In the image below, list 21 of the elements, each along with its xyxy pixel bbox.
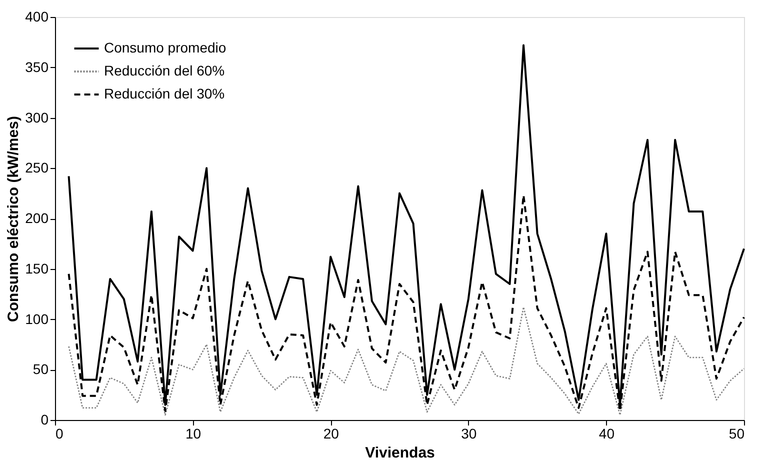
y-tick-label: 100 (25, 310, 49, 327)
legend-label: Reducción del 60% (104, 62, 225, 78)
x-axis-title: Viviendas (365, 444, 435, 462)
x-tick-label: 40 (598, 426, 615, 442)
y-tick-label: 200 (25, 210, 49, 226)
y-tick-label: 0 (40, 412, 49, 428)
x-tick-label: 30 (461, 426, 477, 442)
line-series (68, 306, 745, 416)
y-tick-label: 250 (25, 160, 49, 176)
y-tick-label: 150 (25, 260, 49, 276)
y-tick-label: 300 (25, 109, 49, 126)
y-tick-label: 350 (25, 58, 49, 75)
x-tick-label: 20 (323, 426, 340, 442)
y-tick-label: 400 (25, 8, 49, 24)
y-tick-label: 50 (32, 361, 49, 378)
legend-label: Reducción del 30% (104, 86, 225, 102)
y-axis-title: Consumo eléctrico (kW/mes) (5, 116, 22, 322)
x-tick-label: 10 (186, 426, 202, 442)
x-tick-label: 50 (728, 426, 745, 442)
x-tick-label: 0 (56, 426, 64, 442)
legend-label: Consumo promedio (104, 40, 226, 56)
